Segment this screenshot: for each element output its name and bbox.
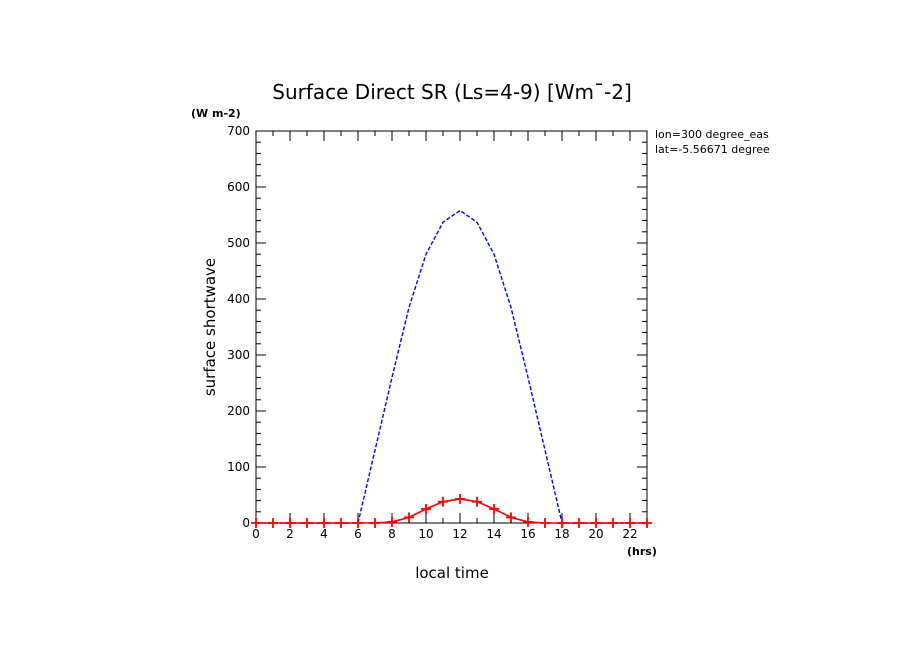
y-axis-label: surface shortwave (201, 258, 219, 396)
x-tick-label: 6 (354, 527, 362, 541)
series-2-point (387, 516, 397, 527)
series-2-point (625, 518, 635, 528)
series-2-point (285, 518, 295, 528)
y-unit-label: (W m-2) (191, 107, 241, 120)
axis-ticks: 0 2 4 6 8 10 12 14 16 18 20 22 0 100 200 300 400 500 600 70… (227, 124, 648, 541)
y-tick-label: 600 (227, 180, 250, 194)
y-tick-label: 500 (227, 236, 250, 250)
series-2-point (574, 518, 584, 528)
x-tick-label: 20 (588, 527, 603, 541)
series-2-point (353, 518, 363, 528)
x-tick-label: 8 (388, 527, 396, 541)
series-2-point (370, 518, 380, 528)
x-tick-label: 4 (320, 527, 328, 541)
x-unit-label: (hrs) (627, 545, 657, 558)
series-2-point (421, 504, 431, 514)
series-2-point (268, 518, 278, 528)
x-tick-label: 10 (418, 527, 433, 541)
series-2-point (591, 518, 601, 528)
x-tick-label: 12 (452, 527, 467, 541)
series-line-1 (256, 209, 647, 524)
y-tick-label: 0 (242, 516, 250, 530)
x-tick-label: 16 (520, 527, 535, 541)
series-2-point (489, 504, 499, 514)
longitude-annotation: lon=300 degree_eas (655, 128, 769, 141)
y-tick-label: 700 (227, 124, 250, 138)
series-2-point (506, 512, 516, 523)
x-tick-label: 0 (252, 527, 260, 541)
y-tick-label: 400 (227, 292, 250, 306)
series-2-point (251, 518, 261, 528)
chart-title: Surface Direct SR (Ls=4-9) [Wm¯-2] (272, 80, 632, 104)
series-layer (251, 209, 652, 528)
series-2-point (404, 512, 414, 523)
x-tick-label: 2 (286, 527, 294, 541)
y-tick-label: 200 (227, 404, 250, 418)
series-2-point (472, 496, 482, 507)
x-tick-label: 22 (622, 527, 637, 541)
series-2-point (642, 518, 652, 528)
y-tick-label: 100 (227, 460, 250, 474)
latitude-annotation: lat=-5.56671 degree (655, 143, 770, 156)
plot-frame (255, 130, 648, 524)
y-tick-label: 300 (227, 348, 250, 362)
series-2-point (540, 518, 550, 528)
series-2-point (302, 518, 312, 528)
series-2-point (608, 518, 618, 528)
series-2-point (438, 496, 448, 507)
series-2-point (319, 518, 329, 528)
x-axis-label: local time (415, 564, 489, 582)
series-line-2 (256, 498, 647, 524)
x-tick-label: 14 (486, 527, 501, 541)
series-2-point (336, 518, 346, 528)
series-2-point (557, 518, 567, 528)
series-2-point (455, 493, 465, 504)
series-2-point (523, 516, 533, 527)
x-tick-label: 18 (554, 527, 569, 541)
